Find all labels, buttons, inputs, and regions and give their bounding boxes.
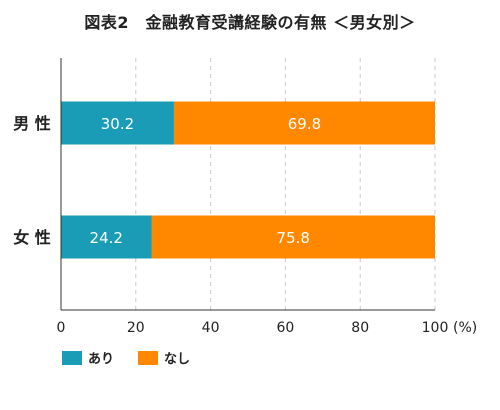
legend-label: あり bbox=[88, 352, 115, 367]
legend-swatch bbox=[138, 350, 159, 365]
legend-item-yes: あり bbox=[62, 348, 114, 367]
bar-no bbox=[173, 101, 435, 145]
x-unit-label: (%) bbox=[453, 320, 477, 336]
data-label: 69.8 bbox=[288, 115, 321, 133]
data-label: 75.8 bbox=[277, 229, 310, 247]
data-label: 24.2 bbox=[90, 229, 123, 247]
x-tick-label: 100 bbox=[422, 320, 449, 336]
bar-yes bbox=[61, 101, 174, 145]
bar-no bbox=[151, 215, 435, 259]
x-tick-label: 40 bbox=[202, 320, 220, 336]
x-tick-label: 80 bbox=[351, 320, 369, 336]
legend: あり なし bbox=[62, 348, 214, 367]
legend-label: なし bbox=[164, 352, 191, 367]
legend-item-no: なし bbox=[138, 348, 190, 367]
category-label: 男 性 bbox=[13, 114, 51, 133]
legend-swatch bbox=[62, 350, 82, 365]
chart-title: 図表2 金融教育受講経験の有無 ＜男女別＞ bbox=[84, 13, 416, 32]
x-tick-label: 0 bbox=[57, 320, 66, 336]
data-label: 30.2 bbox=[101, 115, 134, 133]
bar-yes bbox=[61, 215, 152, 259]
category-label: 女 性 bbox=[13, 228, 51, 247]
x-tick-label: 20 bbox=[127, 320, 145, 336]
x-tick-label: 60 bbox=[276, 320, 294, 336]
